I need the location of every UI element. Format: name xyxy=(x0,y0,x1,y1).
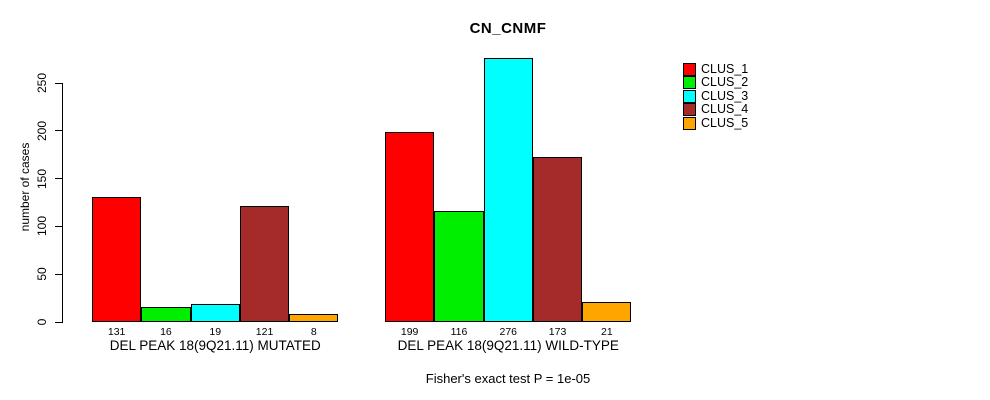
legend-item-label: CLUS_4 xyxy=(701,102,749,117)
bar-value-label: 173 xyxy=(548,326,567,338)
legend-swatch-icon xyxy=(683,116,696,130)
bar-value-label: 21 xyxy=(601,326,613,338)
chart-title: CN_CNMF xyxy=(469,20,547,37)
y-axis-label: number of cases xyxy=(18,142,32,232)
bar-clus-3 xyxy=(483,58,533,322)
y-tick-label: 250 xyxy=(35,72,49,94)
group-label: DEL PEAK 18(9Q21.11) MUTATED xyxy=(109,338,321,353)
legend-item: CLUS_5 xyxy=(683,115,749,130)
legend: CLUS_1 CLUS_2 CLUS_3 CLUS_4 CLUS_5 xyxy=(683,63,803,135)
legend-item: CLUS_2 xyxy=(683,75,749,90)
legend-swatch-icon xyxy=(683,89,696,103)
bar-value-label: 131 xyxy=(107,326,126,338)
bar-clus-2 xyxy=(434,211,484,322)
y-tick-mark xyxy=(55,82,62,84)
bar-clus-4 xyxy=(239,206,290,322)
bar-clus-5 xyxy=(582,301,632,322)
legend-swatch-icon xyxy=(683,103,696,117)
y-tick-label: 50 xyxy=(35,267,49,281)
y-tick-mark xyxy=(55,178,62,180)
bar-clus-2 xyxy=(141,306,191,322)
bar-value-label: 19 xyxy=(209,326,222,338)
bar-value-label: 8 xyxy=(310,326,317,338)
bar-value-label: 199 xyxy=(400,326,419,338)
legend-swatch-icon xyxy=(683,76,696,90)
y-tick-label: 100 xyxy=(35,216,49,237)
bar-clus-4 xyxy=(532,156,583,322)
y-tick-label: 0 xyxy=(35,318,49,326)
y-tick-mark xyxy=(55,130,62,132)
legend-item-label: CLUS_3 xyxy=(701,88,749,103)
bar-clus-3 xyxy=(190,303,240,322)
legend-item: CLUS_3 xyxy=(683,88,749,103)
legend-item: CLUS_1 xyxy=(683,63,748,76)
bar-clus-5 xyxy=(289,314,339,322)
legend-item-label: CLUS_5 xyxy=(701,115,749,130)
bar-value-label: 121 xyxy=(255,326,274,338)
y-axis-line xyxy=(62,83,63,323)
bar-value-label: 16 xyxy=(160,326,172,338)
legend-item: CLUS_4 xyxy=(683,102,749,117)
legend-swatch-icon xyxy=(683,63,696,76)
bar-clus-1 xyxy=(92,196,142,322)
group-label: DEL PEAK 18(9Q21.11) WILD-TYPE xyxy=(397,338,619,353)
footnote: Fisher's exact test P = 1e-05 xyxy=(425,371,591,386)
legend-item-label: CLUS_1 xyxy=(701,62,749,76)
bar-clus-1 xyxy=(385,131,435,322)
y-tick-mark xyxy=(55,321,62,323)
legend-item-label: CLUS_2 xyxy=(701,75,749,90)
bar-value-label: 276 xyxy=(499,326,518,338)
y-tick-label: 200 xyxy=(35,120,49,141)
y-tick-label: 150 xyxy=(35,168,49,189)
bar-value-label: 116 xyxy=(450,326,468,338)
y-tick-mark xyxy=(55,225,62,227)
y-tick-mark xyxy=(55,273,62,275)
